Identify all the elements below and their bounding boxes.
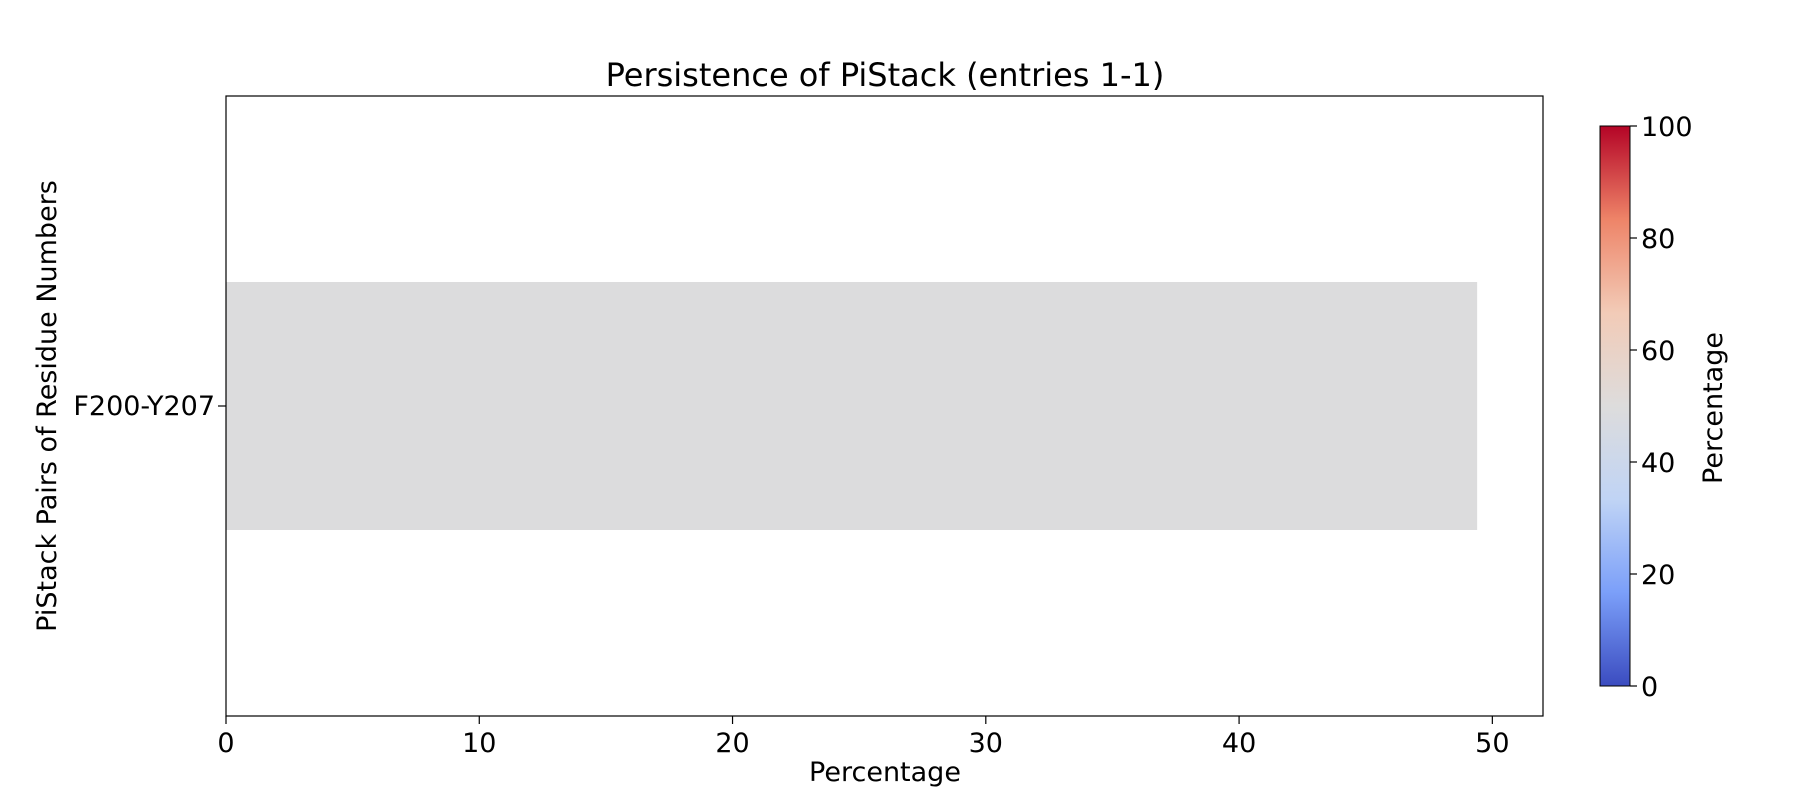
colorbar-tick-label: 20 xyxy=(1641,560,1675,591)
x-tick-label: 10 xyxy=(462,728,496,759)
chart-title: Persistence of PiStack (entries 1-1) xyxy=(606,56,1165,94)
colorbar-tick-label: 60 xyxy=(1641,336,1675,367)
x-axis-label: Percentage xyxy=(809,757,961,788)
colorbar: 0 20 40 60 80 100 xyxy=(1599,112,1693,703)
plot-frame xyxy=(225,95,1544,717)
x-tick-label: 50 xyxy=(1475,728,1509,759)
x-tick-label: 0 xyxy=(217,728,234,759)
x-tick-label: 20 xyxy=(715,728,749,759)
colorbar-tick-label: 80 xyxy=(1641,224,1675,255)
colorbar-tick-label: 100 xyxy=(1641,112,1693,143)
x-tick-label: 30 xyxy=(969,728,1003,759)
colorbar-label: Percentage xyxy=(1698,332,1729,484)
colorbar-tick-label: 0 xyxy=(1641,672,1658,703)
bar-F200-Y207 xyxy=(226,282,1478,530)
colorbar-tick-label: 40 xyxy=(1641,448,1675,479)
plot-area: F200-Y207 0 10 20 30 40 50 xyxy=(73,95,1544,759)
y-tick-label: F200-Y207 xyxy=(73,391,215,422)
colorbar-gradient xyxy=(1599,125,1631,687)
y-axis-label: PiStack Pairs of Residue Numbers xyxy=(32,180,63,632)
x-tick-label: 40 xyxy=(1222,728,1256,759)
